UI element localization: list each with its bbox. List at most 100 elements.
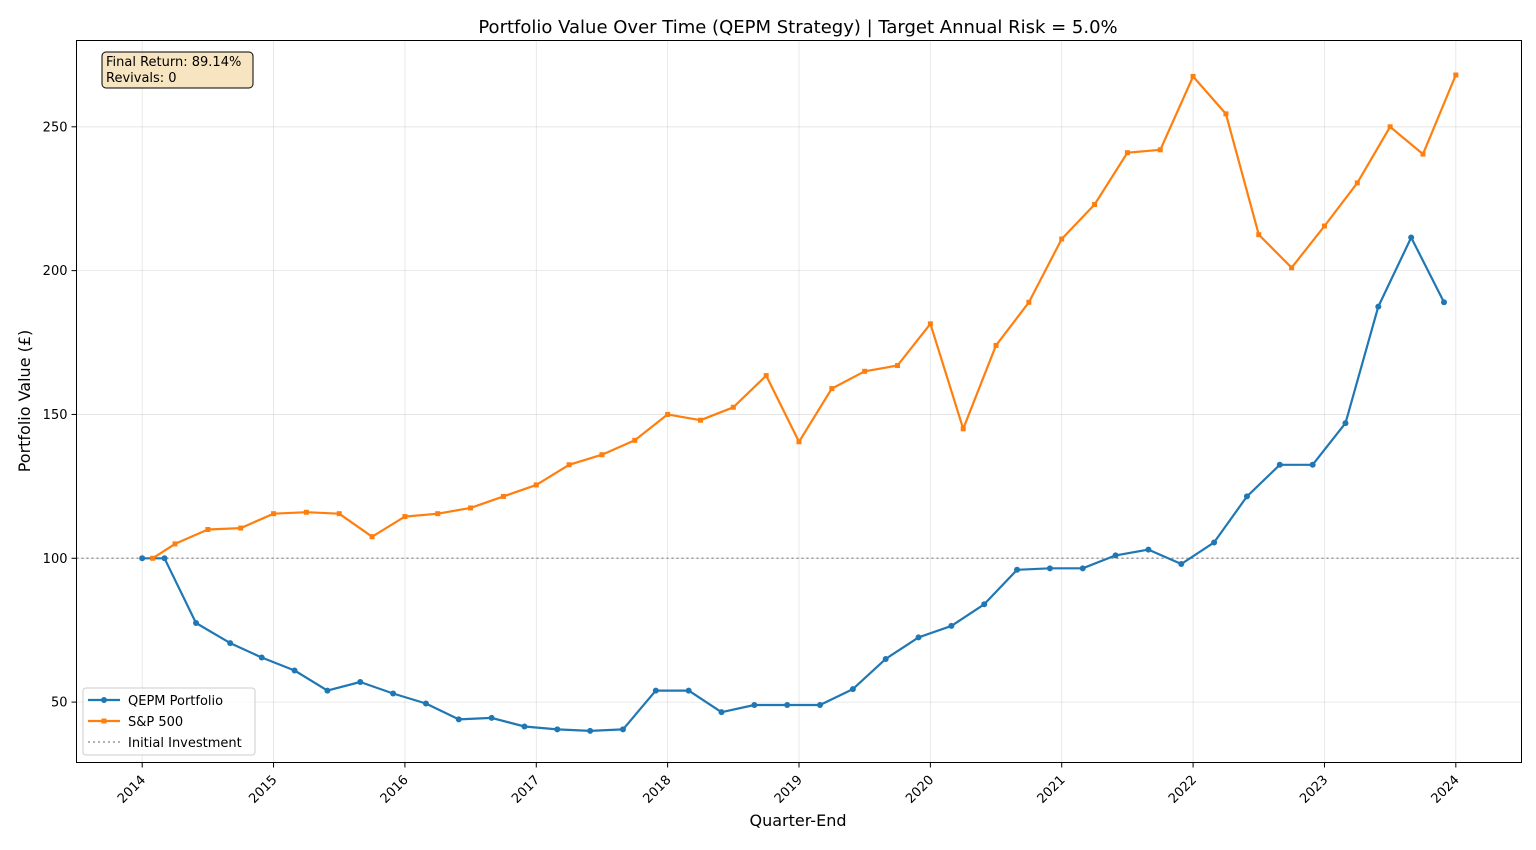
data-point bbox=[324, 687, 331, 694]
y-tick-label: 50 bbox=[51, 696, 68, 711]
data-point bbox=[948, 622, 955, 629]
x-tick-label: 2015 bbox=[246, 773, 280, 807]
data-point bbox=[1092, 201, 1098, 207]
data-point bbox=[435, 511, 441, 517]
data-point bbox=[303, 509, 309, 515]
data-point bbox=[1145, 546, 1152, 553]
data-point bbox=[652, 687, 659, 694]
data-point bbox=[1289, 265, 1295, 271]
data-point bbox=[1387, 124, 1393, 130]
data-point bbox=[796, 439, 802, 445]
data-point bbox=[784, 701, 791, 708]
series-line-sp500 bbox=[152, 74, 1457, 560]
data-point bbox=[685, 687, 692, 694]
x-tick-label: 2023 bbox=[1297, 773, 1331, 807]
data-point bbox=[521, 723, 528, 730]
annotation-final-return: Final Return: 89.14% bbox=[106, 55, 241, 70]
data-point bbox=[849, 686, 856, 693]
data-point bbox=[1375, 303, 1382, 310]
data-point bbox=[619, 726, 626, 733]
data-point bbox=[357, 678, 364, 685]
data-point bbox=[554, 726, 561, 733]
series-layer bbox=[139, 72, 1459, 734]
data-point bbox=[763, 373, 769, 379]
y-tick-label: 150 bbox=[43, 408, 68, 423]
data-point bbox=[882, 655, 889, 662]
data-point bbox=[1342, 420, 1349, 427]
data-point bbox=[1440, 299, 1447, 306]
data-point bbox=[336, 511, 342, 517]
legend-marker-sp500 bbox=[101, 718, 107, 724]
data-point bbox=[390, 690, 397, 697]
data-point bbox=[915, 634, 922, 641]
data-point bbox=[730, 404, 736, 410]
data-point bbox=[1211, 539, 1218, 546]
data-point bbox=[665, 411, 671, 417]
x-axis-ticks: 2014 2015 2016 2017 2018 2019 2020 2021 2022 2023… bbox=[115, 762, 1463, 807]
y-tick-label: 200 bbox=[43, 264, 68, 279]
data-point bbox=[895, 363, 901, 369]
series-qepm-portfolio bbox=[139, 234, 1447, 734]
data-point bbox=[587, 727, 594, 734]
data-point bbox=[1309, 461, 1316, 468]
legend-swatches bbox=[88, 697, 120, 743]
data-point bbox=[1014, 566, 1021, 573]
legend-entry-qepm-portfolio: QEPM Portfolio bbox=[128, 694, 223, 709]
data-point bbox=[1046, 565, 1053, 572]
data-point bbox=[1223, 111, 1229, 117]
data-point bbox=[455, 716, 462, 723]
x-tick-label: 2020 bbox=[903, 773, 937, 807]
data-point bbox=[369, 534, 375, 540]
series-line-qepm-portfolio bbox=[142, 236, 1445, 733]
data-point bbox=[1321, 223, 1327, 229]
data-point bbox=[1420, 151, 1426, 157]
data-point bbox=[139, 555, 146, 562]
data-point bbox=[1276, 461, 1283, 468]
chart-title: Portfolio Value Over Time (QEPM Strategy… bbox=[478, 17, 1117, 38]
x-tick-label: 2016 bbox=[378, 773, 412, 807]
data-point bbox=[751, 701, 758, 708]
data-point bbox=[1059, 236, 1065, 242]
data-point bbox=[697, 417, 703, 423]
annotation-revivals: Revivals: 0 bbox=[106, 71, 177, 86]
x-tick-label: 2019 bbox=[772, 773, 806, 807]
data-point bbox=[271, 511, 277, 517]
grid bbox=[76, 40, 1522, 763]
data-point bbox=[993, 342, 999, 348]
data-point bbox=[829, 386, 835, 392]
x-tick-label: 2021 bbox=[1035, 773, 1069, 807]
data-point bbox=[1178, 561, 1185, 568]
x-tick-label: 2018 bbox=[640, 773, 674, 807]
data-point bbox=[488, 714, 495, 721]
data-point bbox=[1157, 147, 1163, 153]
data-point bbox=[205, 527, 211, 533]
x-tick-label: 2024 bbox=[1429, 773, 1463, 807]
data-point bbox=[468, 505, 474, 511]
data-point bbox=[1079, 565, 1086, 572]
data-point bbox=[927, 321, 933, 327]
data-point bbox=[632, 437, 638, 443]
legend-entry-initial-investment: Initial Investment bbox=[128, 736, 242, 751]
data-point bbox=[566, 462, 572, 468]
data-point bbox=[227, 640, 234, 647]
x-tick-label: 2022 bbox=[1166, 773, 1200, 807]
data-point bbox=[172, 541, 178, 547]
data-point bbox=[1408, 234, 1415, 241]
data-point bbox=[862, 368, 868, 374]
data-point bbox=[960, 426, 966, 432]
data-point bbox=[258, 654, 265, 661]
data-point bbox=[500, 493, 506, 499]
data-point bbox=[193, 619, 200, 626]
legend-entry-sp500: S&P 500 bbox=[128, 715, 183, 730]
y-tick-label: 250 bbox=[43, 120, 68, 135]
data-point bbox=[817, 701, 824, 708]
y-tick-label: 100 bbox=[43, 552, 68, 567]
data-point bbox=[1453, 72, 1459, 78]
data-point bbox=[291, 667, 298, 674]
legend-box bbox=[82, 687, 256, 756]
data-point bbox=[1112, 552, 1119, 559]
data-point bbox=[1026, 299, 1032, 305]
y-axis-label: Portfolio Value (£) bbox=[15, 330, 34, 473]
data-point bbox=[402, 514, 408, 520]
